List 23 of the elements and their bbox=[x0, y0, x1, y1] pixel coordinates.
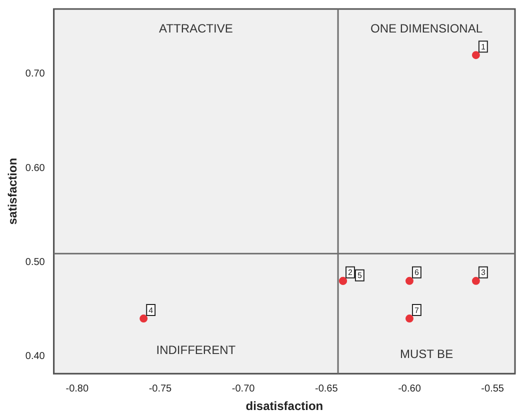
y-tick-label: 0.70 bbox=[25, 68, 46, 80]
annotation: ONE DIMENSIONAL bbox=[370, 21, 483, 36]
annotation: 6 bbox=[414, 268, 420, 278]
x-tick-label: -0.75 bbox=[148, 383, 172, 394]
x-tick-label: -0.60 bbox=[398, 383, 422, 394]
annotation: ATTRACTIVE bbox=[159, 21, 233, 36]
y-axis-title: satisfaction bbox=[6, 158, 20, 225]
x-tick-label: -0.65 bbox=[314, 383, 338, 394]
x-tick-label: -0.70 bbox=[232, 383, 256, 394]
annotation: 7 bbox=[414, 306, 420, 315]
annotation: 5 bbox=[357, 271, 362, 280]
annotation: 1 bbox=[480, 42, 486, 52]
y-tick-label: 0.50 bbox=[25, 256, 46, 268]
annotation: INDIFFERENT bbox=[156, 342, 236, 357]
x-tick-label: -0.80 bbox=[66, 383, 89, 394]
y-tick-label: 0.40 bbox=[25, 350, 46, 362]
x-tick-label: -0.55 bbox=[481, 383, 504, 394]
x-axis-title: disatisfaction bbox=[246, 399, 324, 414]
annotation: 3 bbox=[480, 268, 486, 278]
annotation: MUST BE bbox=[400, 346, 454, 361]
y-tick-label: 0.60 bbox=[25, 162, 46, 174]
annotation: 4 bbox=[148, 306, 154, 315]
annotation: 2 bbox=[348, 268, 354, 278]
